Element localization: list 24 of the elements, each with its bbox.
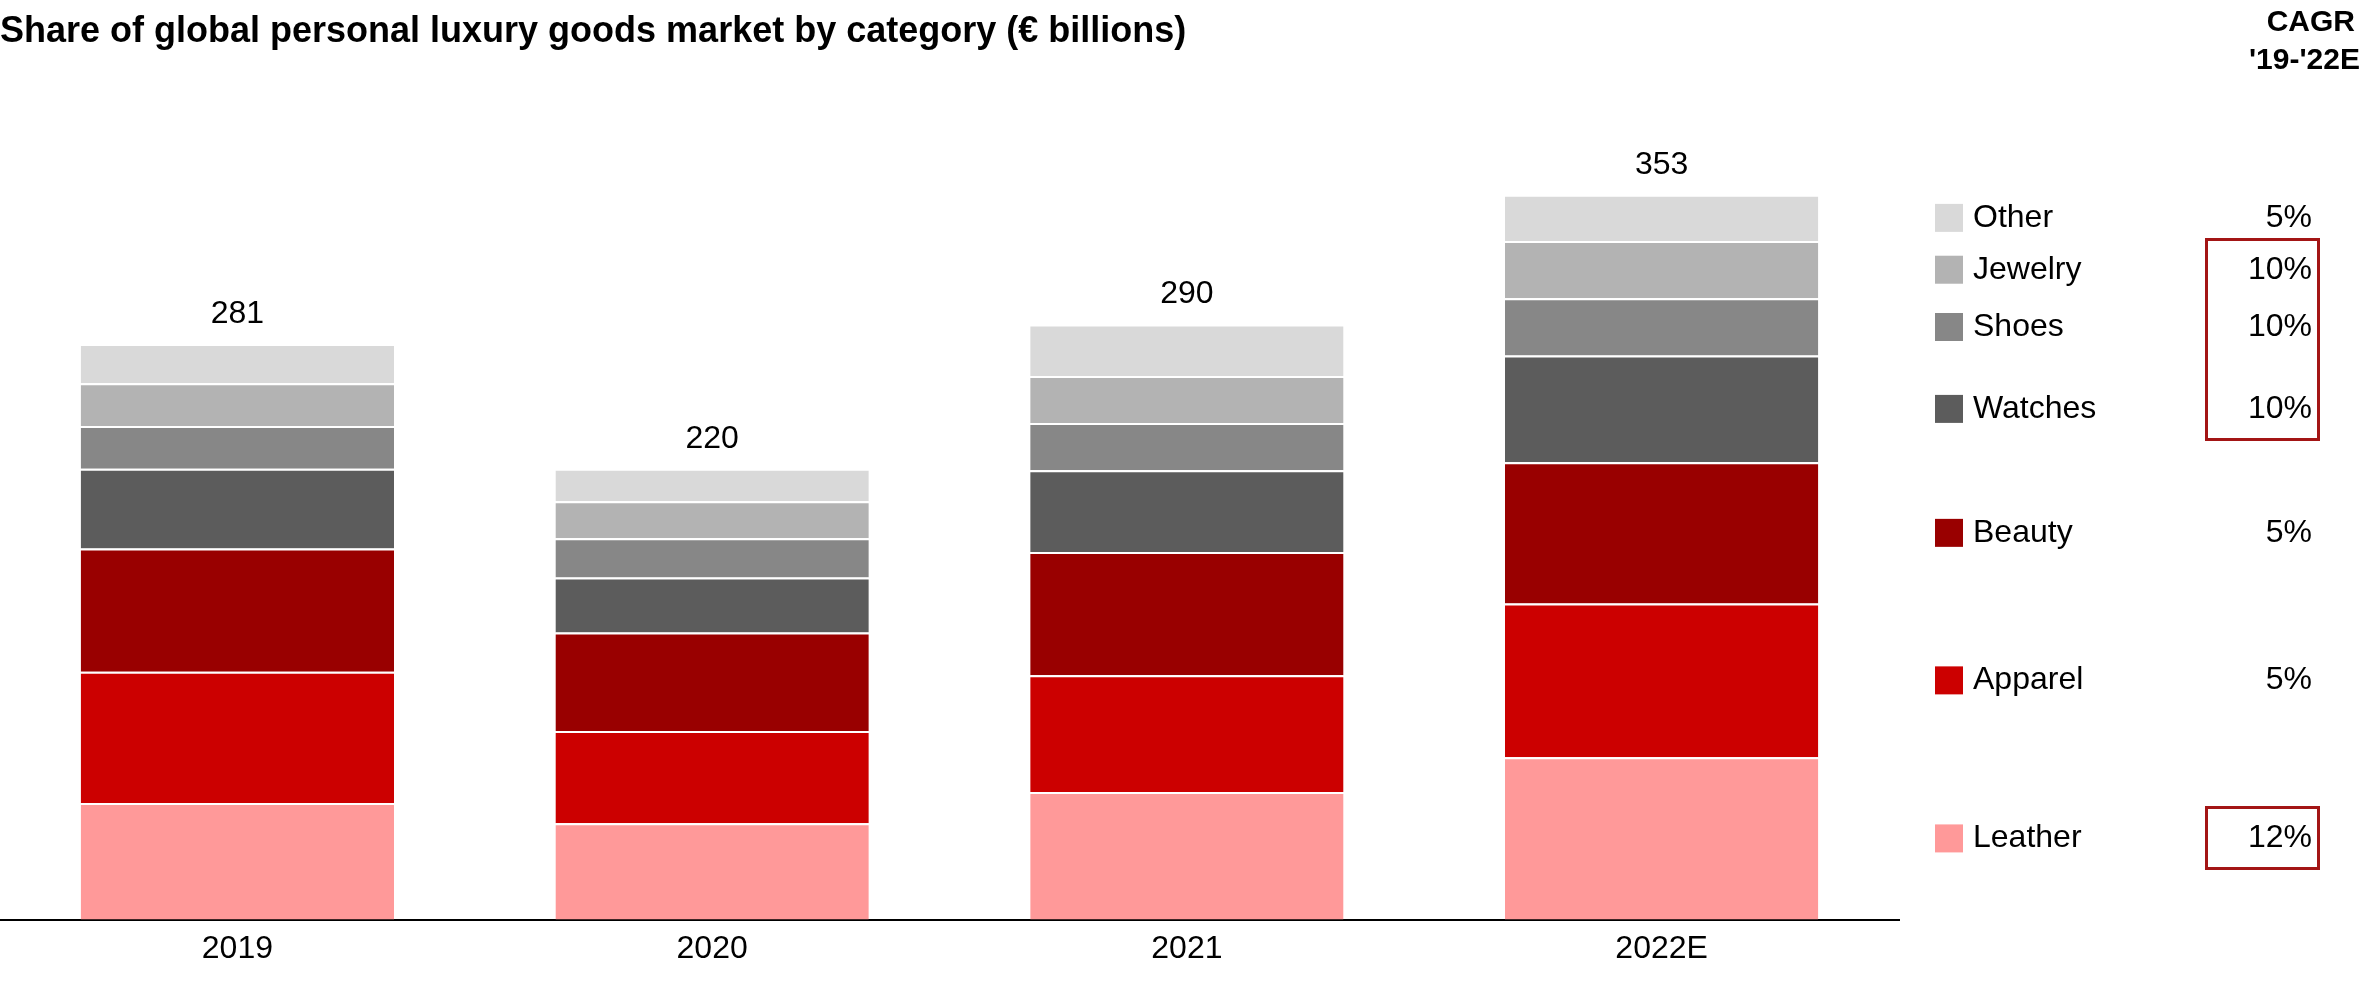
text: 10% bbox=[2247, 306, 2312, 343]
text: CAGR '19-'22E bbox=[2248, 4, 2360, 76]
text: 12% bbox=[2247, 818, 2312, 855]
legend-label: Jewelry bbox=[1973, 249, 2082, 286]
chart-title: Share of global personal luxury goods market by category (€ billions) bbox=[0, 8, 1187, 50]
x-tick-label: 2020 bbox=[676, 928, 748, 965]
legend-label: Shoes bbox=[1973, 306, 2064, 343]
legend-label: Leather bbox=[1973, 818, 2082, 855]
annotation: 220 bbox=[685, 418, 739, 455]
annotation: 353 bbox=[1634, 144, 1689, 181]
legend-label: Beauty bbox=[1973, 512, 2073, 549]
text: 5% bbox=[2265, 660, 2312, 697]
x-tick-label: 2022E bbox=[1615, 928, 1708, 965]
text: 10% bbox=[2247, 388, 2312, 425]
legend-label: Other bbox=[1973, 197, 2054, 234]
legend-label: Watches bbox=[1973, 388, 2097, 425]
x-tick-label: 2019 bbox=[201, 928, 273, 965]
annotation: 281 bbox=[210, 293, 265, 330]
x-tick-label: 2021 bbox=[1151, 928, 1223, 965]
text: 5% bbox=[2265, 197, 2312, 234]
annotation: 290 bbox=[1160, 274, 1214, 311]
legend-label: Apparel bbox=[1973, 660, 2084, 697]
text: 10% bbox=[2247, 249, 2312, 286]
text: 5% bbox=[2265, 512, 2312, 549]
